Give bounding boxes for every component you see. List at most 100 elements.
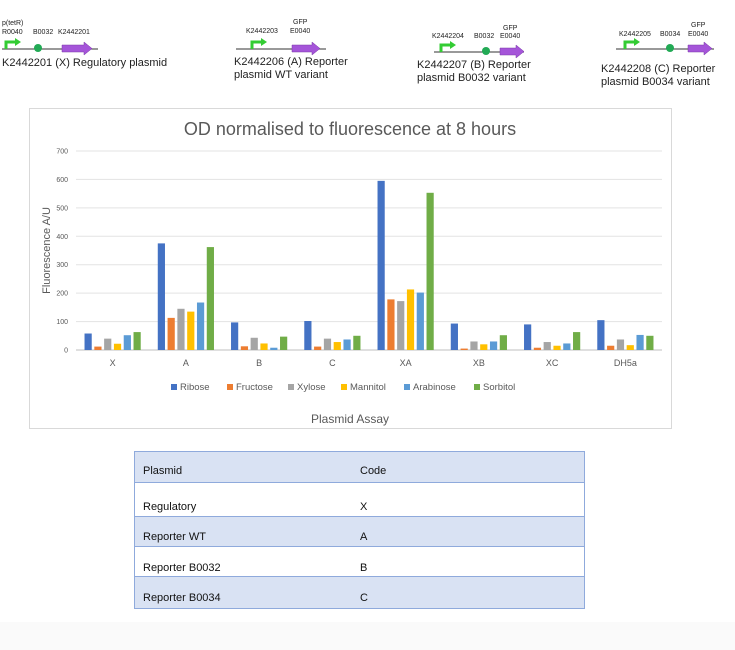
- bar-xylose-a: [177, 308, 185, 350]
- table-row: Reporter B0032 B: [135, 547, 584, 576]
- bar-ribose-c: [304, 321, 312, 350]
- bar-fructose-b: [240, 346, 249, 350]
- promoter-icon: [623, 38, 640, 49]
- x-tick-label: XA: [400, 358, 412, 368]
- table-row: Reporter B0034 C: [135, 577, 584, 608]
- construct-c-glyphs: [616, 38, 714, 56]
- bar-ribose-x: [84, 333, 92, 350]
- x-axis-label: Plasmid Assay: [311, 412, 389, 426]
- bar-arabinose-xb: [489, 341, 498, 350]
- legend-swatch: [404, 384, 410, 390]
- bar-xylose-xc: [543, 342, 551, 350]
- bar-xylose-xa: [397, 301, 405, 350]
- bar-mannitol-c: [333, 342, 341, 350]
- legend-swatch: [288, 384, 294, 390]
- bar-sorbitol-xb: [499, 335, 507, 350]
- legend-swatch: [227, 384, 233, 390]
- rbs-icon: [34, 44, 42, 52]
- bar-xylose-xb: [470, 341, 478, 350]
- x-tick-label: XB: [473, 358, 485, 368]
- gene-arrow-icon: [687, 41, 713, 56]
- bar-fructose-c: [314, 346, 322, 350]
- part-label: E0040: [688, 31, 709, 38]
- table-cell: C: [360, 592, 368, 604]
- bar-sorbitol-dh5a: [646, 335, 654, 350]
- legend-label: Ribose: [180, 382, 210, 393]
- table-row: Reporter WT A: [135, 517, 584, 546]
- bar-sorbitol-xc: [573, 332, 581, 350]
- gene-arrow-icon: [291, 41, 321, 56]
- y-tick-label: 200: [56, 291, 68, 298]
- part-label: GFP: [691, 22, 706, 29]
- part-label: R0040: [2, 29, 23, 36]
- construct-x-glyphs: [2, 38, 98, 56]
- y-tick-label: 500: [56, 205, 68, 212]
- construct-b-glyphs: [434, 41, 525, 59]
- part-label: B0032: [33, 29, 54, 36]
- bar-xylose-b: [250, 337, 258, 350]
- bar-xylose-x: [104, 338, 112, 350]
- bar-mannitol-b: [260, 343, 268, 350]
- part-label: K2442201: [58, 29, 90, 36]
- y-axis-label: Fluorescence A/U: [41, 207, 53, 294]
- construct-a-glyphs: [236, 38, 326, 56]
- bar-arabinose-xa: [416, 292, 424, 350]
- bar-arabinose-a: [196, 302, 205, 350]
- legend-label: Sorbitol: [483, 382, 515, 393]
- bar-sorbitol-xa: [426, 192, 434, 350]
- construct-title: K2442207 (B) Reporter: [417, 59, 531, 71]
- part-label: GFP: [293, 19, 308, 26]
- bar-ribose-a: [157, 243, 165, 350]
- bar-mannitol-a: [187, 311, 195, 350]
- bar-xylose-dh5a: [616, 339, 625, 350]
- y-tick-label: 100: [56, 319, 68, 326]
- bar-ribose-b: [231, 322, 239, 350]
- part-label: K2442204: [432, 33, 464, 40]
- table-cell: Reporter B0034: [143, 592, 221, 604]
- bar-ribose-xc: [524, 324, 532, 350]
- table-header-row: Plasmid Code: [135, 452, 584, 482]
- promoter-icon: [4, 38, 21, 49]
- legend-label: Arabinose: [413, 382, 456, 393]
- part-label: E0040: [500, 33, 521, 40]
- bar-arabinose-c: [343, 339, 351, 350]
- table-divider: [135, 576, 584, 577]
- legend-swatch: [341, 384, 347, 390]
- part-label: E0040: [290, 28, 311, 35]
- table-cell: A: [360, 531, 368, 543]
- rbs-icon: [482, 47, 490, 55]
- construct-title: K2442206 (A) Reporter: [234, 56, 348, 68]
- construct-x: p(tetR) R0040 B0032 K2442201 K2442201 (X…: [0, 0, 220, 75]
- y-tick-label: 700: [56, 149, 68, 156]
- bar-fructose-dh5a: [607, 345, 615, 350]
- bar-sorbitol-c: [353, 335, 361, 350]
- bar-chart: OD normalised to fluorescence at 8 hours…: [41, 119, 662, 426]
- legend-label: Xylose: [297, 382, 326, 393]
- y-tick-label: 0: [64, 348, 68, 355]
- legend-label: Fructose: [236, 382, 273, 393]
- y-tick-label: 300: [56, 262, 68, 269]
- bar-mannitol-xa: [406, 289, 415, 350]
- part-label: K2442203: [246, 28, 278, 35]
- bar-mannitol-dh5a: [626, 345, 634, 350]
- bar-arabinose-dh5a: [636, 334, 644, 350]
- table-divider: [135, 482, 584, 483]
- table-cell: Reporter WT: [143, 531, 206, 543]
- rbs-icon: [666, 44, 674, 52]
- plasmid-code-table: Plasmid Code Regulatory X Reporter WT A …: [134, 451, 585, 609]
- construct-title: plasmid B0032 variant: [417, 72, 526, 84]
- bar-fructose-x: [94, 346, 102, 350]
- chart-area: OD normalised to fluorescence at 8 hours…: [29, 108, 672, 429]
- construct-a: GFP K2442203 E0040 K2442206 (A) Reporter…: [232, 0, 412, 85]
- part-label: p(tetR): [2, 20, 24, 27]
- construct-b: GFP K2442204 B0032 E0040 K2442207 (B) Re…: [416, 0, 596, 85]
- bar-fructose-a: [167, 317, 175, 350]
- bar-ribose-dh5a: [597, 320, 605, 350]
- table-divider: [135, 546, 584, 547]
- bar-mannitol-xc: [553, 345, 561, 350]
- x-tick-label: B: [256, 358, 262, 368]
- bar-fructose-xb: [460, 348, 468, 350]
- table-divider: [135, 516, 584, 517]
- legend-swatch: [474, 384, 480, 390]
- bar-arabinose-x: [123, 335, 131, 350]
